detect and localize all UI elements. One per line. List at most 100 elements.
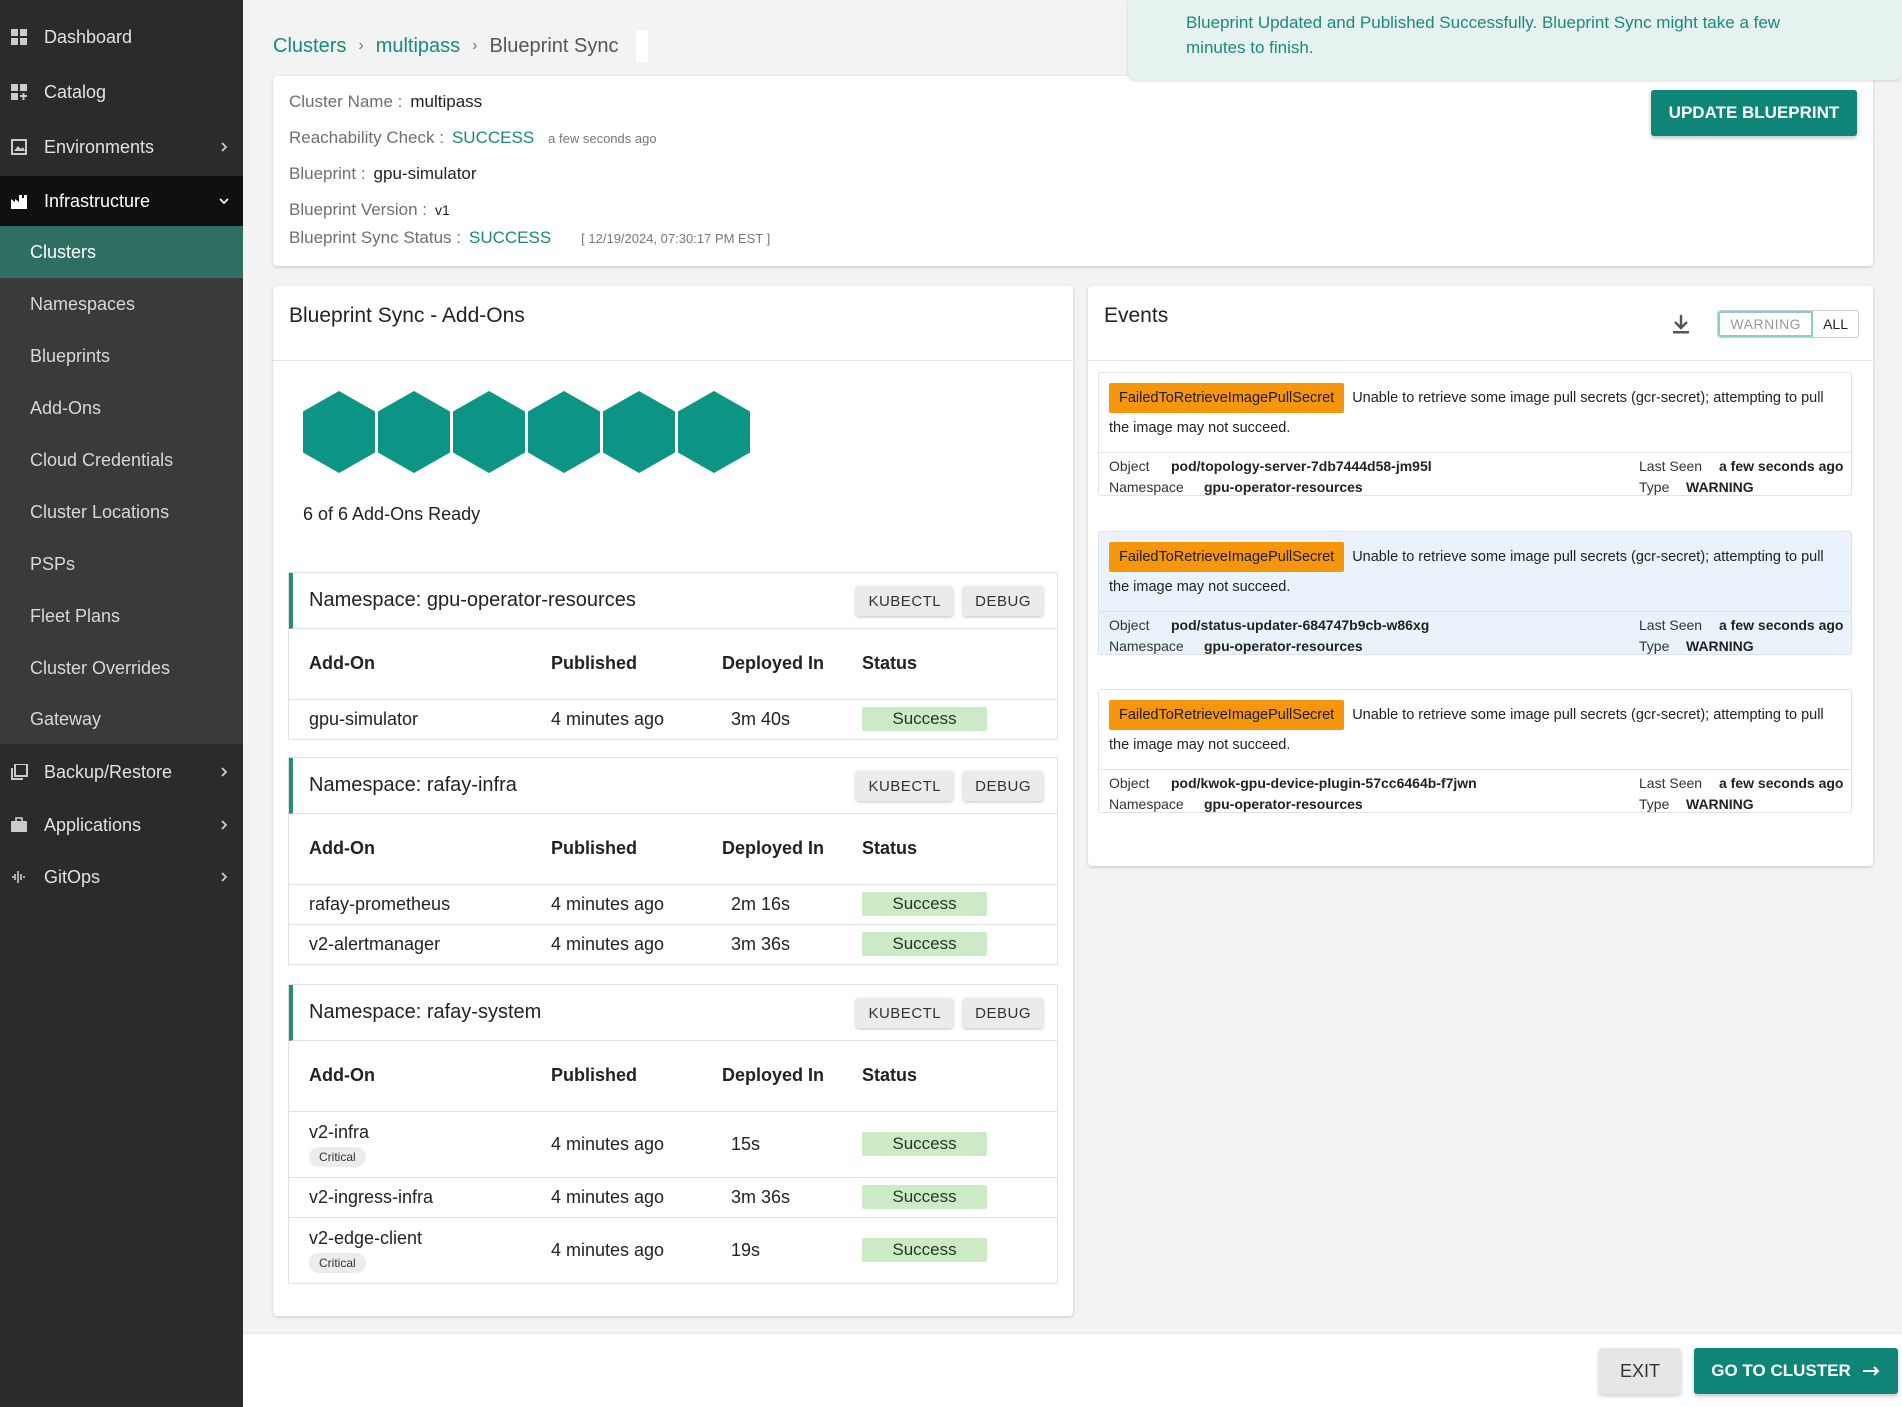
nav-label: Catalog xyxy=(44,81,107,102)
nav-backup-restore[interactable]: Backup/Restore xyxy=(0,747,243,797)
addon-hexagon[interactable] xyxy=(303,391,375,473)
chevron-down-icon xyxy=(219,198,229,205)
event-namespace: gpu-operator-resources xyxy=(1204,796,1363,812)
status-badge: Success xyxy=(862,1185,987,1209)
nav-environments[interactable]: Environments xyxy=(0,122,243,172)
event-item[interactable]: FailedToRetrieveImagePullSecret Unable to… xyxy=(1098,531,1852,655)
namespace-label: Namespace xyxy=(1109,638,1184,654)
cluster-name-value: multipass xyxy=(410,92,483,111)
sync-status-value: SUCCESS xyxy=(468,228,552,247)
event-message-row: FailedToRetrieveImagePullSecret Unable to… xyxy=(1099,690,1851,770)
addon-hexagon[interactable] xyxy=(378,391,450,473)
events-toolbar: WARNING ALL xyxy=(1671,310,1859,338)
go-to-cluster-button[interactable]: GO TO CLUSTER xyxy=(1694,1348,1898,1394)
catalog-icon xyxy=(11,84,27,100)
kubectl-button[interactable]: KUBECTL xyxy=(856,998,954,1028)
col-header-addon: Add-On xyxy=(289,1041,551,1112)
status-badge: Success xyxy=(862,892,987,916)
event-item[interactable]: FailedToRetrieveImagePullSecret Unable to… xyxy=(1098,689,1852,813)
kubectl-button[interactable]: KUBECTL xyxy=(856,586,954,616)
event-message: Unable to retrieve some image pull secre… xyxy=(1109,549,1824,595)
addon-deployed: 3m 36s xyxy=(722,1177,862,1218)
filter-warning-button[interactable]: WARNING xyxy=(1718,311,1814,337)
type-label: Type xyxy=(1639,638,1670,654)
addon-hexagon[interactable] xyxy=(528,391,600,473)
sidebar-item-cluster-locations[interactable]: Cluster Locations xyxy=(0,486,243,538)
event-namespace: gpu-operator-resources xyxy=(1204,479,1363,495)
debug-button[interactable]: DEBUG xyxy=(963,586,1043,616)
namespace-header: Namespace: rafay-system KUBECTL DEBUG xyxy=(289,985,1057,1041)
blueprint-version-row: Blueprint Version : v1 xyxy=(289,200,450,220)
event-details: Object pod/topology-server-7db7444d58-jm9… xyxy=(1099,453,1851,497)
event-reason-badge: FailedToRetrieveImagePullSecret xyxy=(1109,700,1345,730)
sidebar-item-cluster-overrides[interactable]: Cluster Overrides xyxy=(0,642,243,694)
addon-deployed: 3m 36s xyxy=(731,933,791,954)
events-card: Events WARNING ALL FailedToRetrieveImage… xyxy=(1088,286,1873,866)
col-header-status: Status xyxy=(862,814,1057,885)
main-content: Clusters › multipass › Blueprint Sync Cl… xyxy=(243,0,1902,1407)
addon-published: 4 minutes ago xyxy=(551,933,665,954)
exit-button[interactable]: EXIT xyxy=(1599,1348,1681,1394)
nav-applications[interactable]: Applications xyxy=(0,800,243,850)
namespace-block: Namespace: rafay-infra KUBECTL DEBUG Add… xyxy=(288,757,1058,965)
event-message-row: FailedToRetrieveImagePullSecret Unable to… xyxy=(1099,532,1851,612)
table-header-row: Add-On Published Deployed In Status xyxy=(289,1041,1057,1112)
namespace-header: Namespace: rafay-infra KUBECTL DEBUG xyxy=(289,758,1057,814)
event-message: Unable to retrieve some image pull secre… xyxy=(1109,390,1824,436)
sidebar-item-namespaces[interactable]: Namespaces xyxy=(0,278,243,330)
addon-hexagon[interactable] xyxy=(678,391,750,473)
addon-hexagon[interactable] xyxy=(453,391,525,473)
status-badge: Success xyxy=(862,707,987,732)
addon-hexagon[interactable] xyxy=(603,391,675,473)
sidebar-item-gateway[interactable]: Gateway xyxy=(0,694,243,744)
col-header-deployed: Deployed In xyxy=(722,629,862,700)
last-seen-label: Last Seen xyxy=(1639,775,1703,791)
namespace-label: Namespace xyxy=(1109,796,1184,812)
chevron-right-icon xyxy=(221,767,228,777)
table-row: v2-alertmanager 4 minutes ago 3m 36s Suc… xyxy=(289,924,1057,964)
event-namespace: gpu-operator-resources xyxy=(1204,638,1363,654)
table-row: rafay-prometheus 4 minutes ago 2m 16s Su… xyxy=(289,884,1057,925)
kubectl-button[interactable]: KUBECTL xyxy=(856,771,954,801)
nav-gitops[interactable]: GitOps xyxy=(0,852,243,902)
table-row: v2-ingress-infra 4 minutes ago 3m 36s Su… xyxy=(289,1177,1057,1218)
table-header-row: Add-On Published Deployed In Status xyxy=(289,629,1057,700)
update-blueprint-button[interactable]: UPDATE BLUEPRINT xyxy=(1651,90,1857,136)
breadcrumb-cluster[interactable]: multipass xyxy=(375,34,461,57)
briefcase-icon xyxy=(11,817,27,832)
nav-catalog[interactable]: Catalog xyxy=(0,67,243,117)
cluster-name-row: Cluster Name : multipass xyxy=(289,92,482,112)
col-header-status: Status xyxy=(862,629,1057,700)
download-icon[interactable] xyxy=(1671,313,1691,335)
last-seen-label: Last Seen xyxy=(1639,458,1703,474)
addon-name: rafay-prometheus xyxy=(289,884,551,925)
sidebar-item-fleet-plans[interactable]: Fleet Plans xyxy=(0,590,243,642)
debug-button[interactable]: DEBUG xyxy=(963,998,1043,1028)
sidebar-item-blueprints[interactable]: Blueprints xyxy=(0,330,243,382)
sidebar-item-clusters[interactable]: Clusters xyxy=(0,226,243,278)
breadcrumb-caret xyxy=(636,30,649,62)
sidebar-item-psps[interactable]: PSPs xyxy=(0,538,243,590)
event-item[interactable]: FailedToRetrieveImagePullSecret Unable to… xyxy=(1098,372,1852,496)
factory-icon xyxy=(11,195,27,209)
event-reason-badge: FailedToRetrieveImagePullSecret xyxy=(1109,542,1345,572)
nav-dashboard[interactable]: Dashboard xyxy=(0,12,243,62)
event-type: WARNING xyxy=(1686,638,1754,654)
event-last-seen: a few seconds ago xyxy=(1719,775,1844,791)
nav-label: Dashboard xyxy=(44,26,133,47)
image-icon xyxy=(11,139,27,155)
sidebar-item-add-ons[interactable]: Add-Ons xyxy=(0,382,243,434)
nav-infrastructure[interactable]: Infrastructure xyxy=(0,176,243,226)
status-badge: Success xyxy=(862,932,987,957)
blueprint-row: Blueprint : gpu-simulator xyxy=(289,164,477,184)
nav-label: Infrastructure xyxy=(44,190,151,211)
sidebar-item-cloud-credentials[interactable]: Cloud Credentials xyxy=(0,434,243,486)
filter-all-button[interactable]: ALL xyxy=(1823,316,1848,332)
breadcrumb-clusters[interactable]: Clusters xyxy=(273,34,347,57)
grid-icon xyxy=(11,29,27,45)
critical-badge: Critical xyxy=(309,1146,366,1167)
reachability-time: a few seconds ago xyxy=(548,131,657,146)
type-label: Type xyxy=(1639,796,1670,812)
reachability-row: Reachability Check : SUCCESS a few secon… xyxy=(289,128,657,148)
debug-button[interactable]: DEBUG xyxy=(963,771,1043,801)
